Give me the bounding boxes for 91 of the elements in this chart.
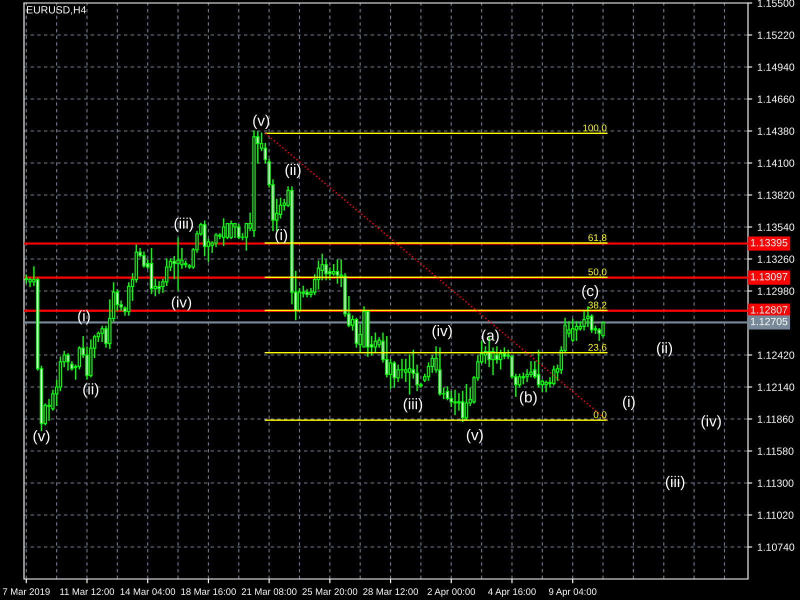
- candlestick: [518, 374, 522, 388]
- candlestick: [498, 350, 502, 370]
- annotation: (i): [623, 396, 635, 410]
- annotation: (b): [520, 391, 537, 406]
- candlestick: [404, 358, 408, 382]
- y-tick-label: 1.11300: [758, 480, 794, 487]
- annotation: (v): [253, 114, 270, 129]
- annotation: (i): [275, 229, 288, 244]
- y-tick-label: 1.11860: [758, 416, 794, 423]
- candlestick: [24, 274, 28, 284]
- series-label: 100,0: [583, 124, 606, 133]
- candlestick: [552, 366, 556, 386]
- candlestick: [522, 372, 526, 384]
- candlestick: [374, 332, 378, 352]
- y-tick-label: 1.13820: [758, 192, 794, 199]
- candlestick: [229, 220, 233, 240]
- series-label: 0,0: [594, 411, 606, 420]
- x-tick-label: 9 Apr 04:00: [548, 588, 596, 597]
- series-label: 38,2: [588, 302, 606, 310]
- x-tick-label: 7 Mar 2019: [2, 588, 50, 595]
- candlestick: [332, 264, 336, 276]
- y-tick-label: 1.14380: [758, 128, 794, 135]
- y-tick-label: 1.12140: [758, 384, 794, 391]
- candlestick: [354, 318, 358, 348]
- y-tick-label: 1.13540: [758, 224, 794, 231]
- candlestick: [502, 347, 506, 360]
- candlestick: [582, 310, 586, 331]
- candlestick: [66, 353, 70, 371]
- candlestick: [328, 267, 332, 280]
- x-tick-label: 2 Apr 00:00: [428, 588, 476, 597]
- ref-line-label: 1.13395: [750, 238, 788, 246]
- x-tick-label: 11 Mar 12:00: [60, 588, 114, 595]
- ref-line-label: 1.13097: [750, 273, 788, 280]
- candlestick: [142, 251, 146, 268]
- series-label: 23,6: [588, 344, 606, 352]
- annotation: (a): [482, 330, 499, 344]
- y-tick-label: 1.14100: [758, 160, 794, 167]
- candlestick: [176, 238, 180, 291]
- annotation: (v): [33, 430, 50, 444]
- candlestick: [233, 222, 237, 238]
- x-tick-label: 25 Mar 20:00: [302, 588, 358, 595]
- y-tick-label: 1.15500: [758, 0, 794, 7]
- candlestick: [571, 318, 574, 342]
- annotation: (iv): [432, 325, 452, 340]
- annotation: (ii): [286, 164, 301, 178]
- candlestick: [237, 224, 240, 240]
- ref-line-label: 1.12705: [750, 318, 788, 326]
- annotation: (iii): [174, 218, 193, 232]
- candlestick: [336, 259, 340, 284]
- annotation: (iv): [702, 415, 721, 430]
- y-tick-label: 1.12420: [758, 352, 794, 359]
- y-tick-label: 1.15220: [758, 32, 794, 39]
- chart-title: EURUSD,H4: [27, 6, 86, 15]
- x-tick-label: 21 Mar 08:00: [242, 588, 297, 595]
- ref-line-label: 1.12807: [750, 306, 788, 314]
- candlestick: [586, 306, 590, 328]
- candlestick: [464, 384, 468, 421]
- annotation: (ii): [656, 342, 672, 356]
- annotation: (iii): [666, 476, 684, 490]
- candlestick: [495, 346, 498, 364]
- candlestick: [574, 321, 578, 341]
- annotation: (ii): [83, 383, 98, 398]
- annotation: (i): [78, 310, 90, 324]
- y-tick-label: 1.14940: [758, 64, 794, 71]
- x-tick-label: 28 Mar 12:00: [363, 588, 418, 595]
- y-tick-label: 1.11580: [758, 448, 794, 455]
- candlestick: [157, 281, 161, 294]
- x-tick-label: 14 Mar 04:00: [120, 588, 176, 595]
- candlestick: [601, 321, 605, 338]
- y-tick-label: 1.10740: [758, 544, 794, 551]
- candlestick: [222, 218, 226, 246]
- candlestick: [388, 358, 392, 389]
- candlestick: [438, 347, 442, 396]
- annotation: (c): [582, 285, 598, 300]
- x-tick-label: 18 Mar 16:00: [181, 588, 236, 595]
- annotation: (v): [466, 429, 483, 444]
- candlestick: [172, 256, 176, 280]
- y-tick-label: 1.14660: [758, 96, 794, 103]
- series-label: 61,8: [588, 234, 606, 242]
- candlestick: [392, 361, 396, 388]
- annotation: (iii): [404, 398, 422, 412]
- x-tick-label: 4 Apr 16:00: [488, 588, 536, 597]
- candlestick: [400, 358, 404, 379]
- y-tick-label: 1.12980: [758, 288, 794, 295]
- annotation: (iv): [172, 296, 192, 311]
- y-tick-label: 1.13260: [758, 256, 794, 263]
- y-tick-label: 1.11020: [758, 512, 794, 519]
- candlestick: [453, 390, 457, 416]
- candlestick: [544, 380, 548, 392]
- candlestick: [100, 326, 104, 342]
- series-label: 50,0: [588, 268, 606, 277]
